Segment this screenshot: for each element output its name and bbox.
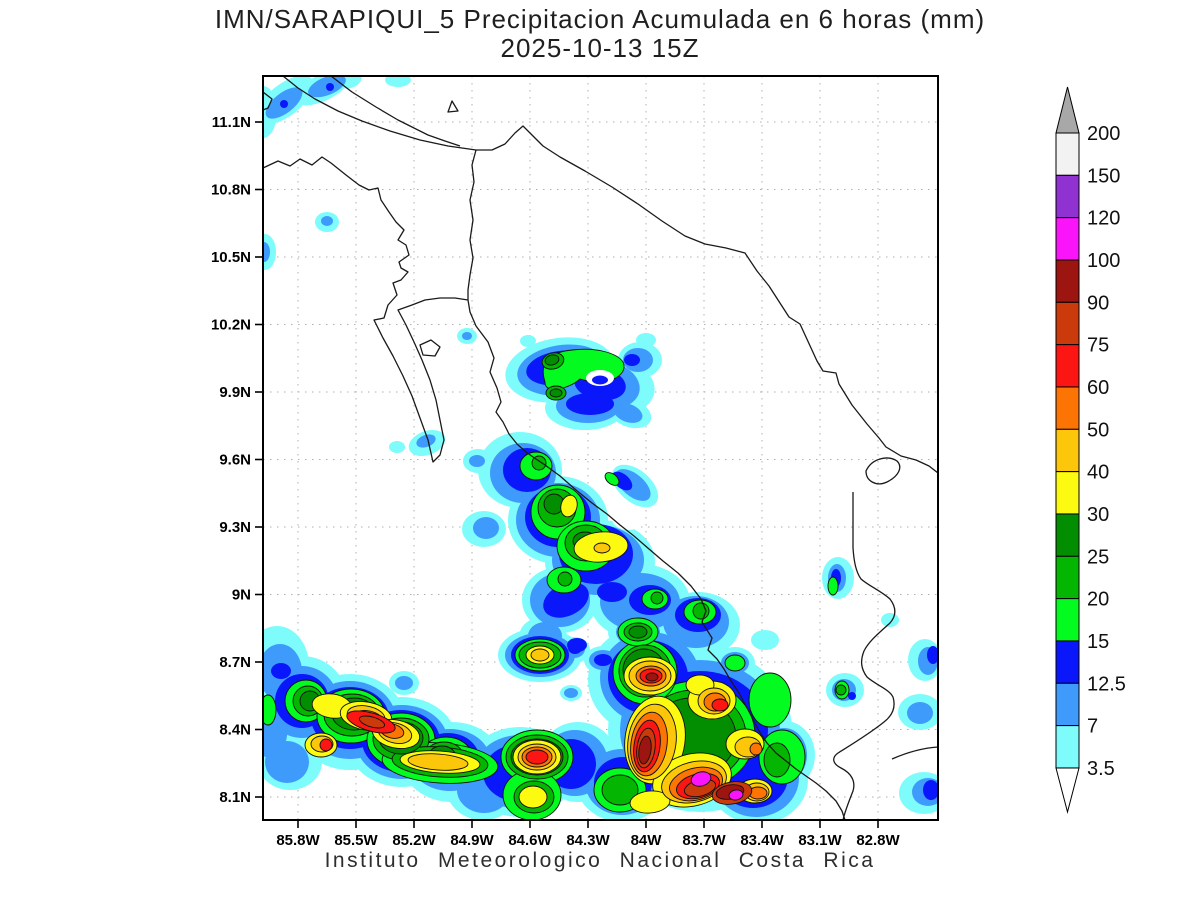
page-subtitle-datetime: 2025-10-13 15Z [500,33,700,63]
coastline [263,76,938,820]
lon-tick-label: 84.3W [566,832,610,849]
lat-tick-label: 10.5N [211,249,251,266]
lat-tick-label: 8.1N [219,789,251,806]
colorbar-swatch [1055,725,1080,769]
colorbar-tick-label: 30 [1087,504,1109,526]
colorbar-swatch [1055,682,1080,727]
colorbar-tick-label: 75 [1087,335,1109,357]
lon-tick-label: 85.5W [334,832,378,849]
lon-tick-label: 85.8W [276,832,320,849]
colorbar-tick-label: 3.5 [1087,758,1115,780]
axis-labels: 85.8W 85.5W 85.2W 84.9W 84.6W 84.3W 84W 83.7W 83… [211,114,901,849]
lat-tick-label: 10.8N [211,182,251,199]
colorbar-swatch [1055,174,1080,219]
precip-shading-lv90 [638,672,745,800]
lon-tick-label: 84.9W [450,832,494,849]
lat-tick-label: 8.4N [219,722,251,739]
colorbar-tick-label: 90 [1087,292,1109,314]
precip-shading-holeblue [592,375,608,385]
lake-outline [419,339,441,357]
lon-tick-label: 82.8W [856,832,900,849]
colorbar-tick-label: 200 [1087,123,1120,145]
colorbar-tick-label: 50 [1087,419,1109,441]
colorbar-swatch [1055,344,1080,388]
colorbar-tick-label: 7 [1087,716,1098,738]
colorbar-swatch [1055,386,1080,430]
axis-ticks [255,121,879,828]
lat-tick-label: 9.6N [219,452,251,469]
colorbar-swatch [1055,471,1080,515]
colorbar-swatch [1055,598,1080,642]
lon-tick-label: 83.1W [798,832,842,849]
colorbar-tick-label: 25 [1087,546,1109,568]
colorbar-swatch [1055,428,1080,473]
lon-tick-label: 83.7W [682,832,726,849]
colorbar-tick-label: 20 [1087,589,1109,611]
colorbar-swatch [1055,132,1080,176]
lon-tick-label: 83.4W [740,832,784,849]
footer-caption: Instituto Meteorologico Nacional Costa R… [324,849,876,872]
page-title: IMN/SARAPIQUI_5 Precipitacion Acumulada … [214,4,986,34]
colorbar-tick-label: 60 [1087,377,1109,399]
colorbar-tick-label: 120 [1087,208,1120,230]
colorbar-tick-label: 150 [1087,165,1120,187]
colorbar-arrow-top [1055,86,1080,134]
map-frame [262,75,939,821]
colorbar-tick-label: 40 [1087,462,1109,484]
colorbar-swatch [1055,640,1080,684]
colorbar-swatch [1055,259,1080,303]
colorbar-legend: 200 150 120 100 90 75 60 50 40 30 25 20 15 12.5 7 3.5 [1055,86,1126,814]
lat-tick-label: 9.3N [219,519,251,536]
lat-tick-label: 9N [232,587,251,604]
colorbar-tick-label: 15 [1087,631,1109,653]
lat-tick-label: 8.7N [219,654,251,671]
colorbar-tick-label: 12.5 [1087,673,1126,695]
island-outline [447,100,459,113]
lat-tick-label: 9.9N [219,384,251,401]
lon-tick-label: 84W [631,832,663,849]
colorbar-arrow-bottom [1055,767,1080,814]
colorbar-swatch [1055,301,1080,346]
precipitation-shading [263,76,938,820]
colorbar-swatch [1055,555,1080,600]
colorbar-swatch [1055,217,1080,261]
colorbar-swatch [1055,513,1080,557]
lon-tick-label: 85.2W [392,832,436,849]
precip-shading-lv100 [690,771,744,801]
lat-tick-label: 10.2N [211,317,251,334]
lon-tick-label: 84.6W [508,832,552,849]
colorbar-tick-label: 100 [1087,250,1120,272]
lat-tick-label: 11.1N [212,114,251,131]
